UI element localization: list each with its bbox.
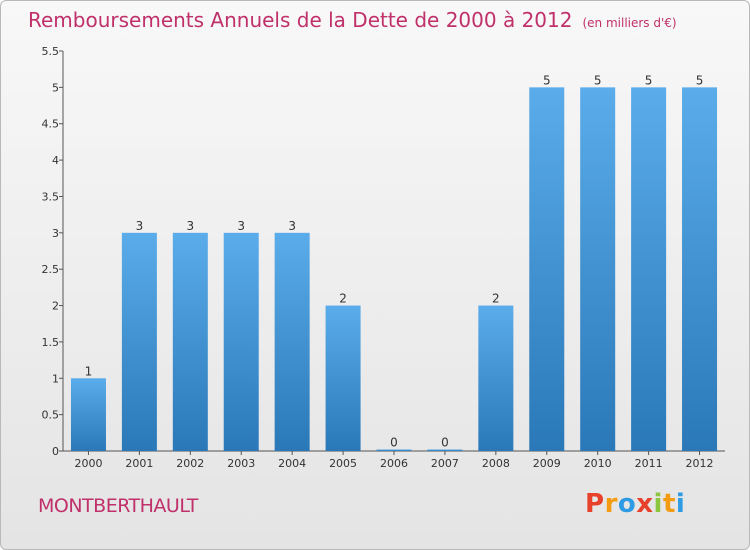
bar-data-label: 0 xyxy=(390,436,398,450)
x-tick-label: 2003 xyxy=(227,457,255,470)
commune-name: MONTBERTHAULT xyxy=(38,495,198,517)
bar-data-label: 3 xyxy=(288,219,296,233)
bar-data-label: 2 xyxy=(492,292,500,306)
bar xyxy=(121,232,157,451)
y-tick-label: 5 xyxy=(52,81,59,94)
bar xyxy=(478,305,514,451)
chart-title-text: Remboursements Annuels de la Dette de 20… xyxy=(28,8,573,32)
proxiti-logo[interactable]: Proxiti xyxy=(585,489,685,519)
bar xyxy=(70,378,106,451)
y-tick-label: 0 xyxy=(52,445,59,458)
y-tick-label: 3 xyxy=(52,227,59,240)
logo-letter: t xyxy=(662,489,676,519)
bar xyxy=(682,87,718,451)
bar xyxy=(325,305,361,451)
bar xyxy=(172,232,208,451)
chart-data-labels: 1 3 3 3 3 2 0 0 2 5 5 5 5 xyxy=(85,73,704,449)
x-tick-label: 2012 xyxy=(686,457,714,470)
x-tick-label: 2008 xyxy=(482,457,510,470)
bar-data-label: 3 xyxy=(136,219,144,233)
bar-data-label: 0 xyxy=(441,436,449,450)
bar-data-label: 2 xyxy=(339,292,347,306)
bar-data-label: 5 xyxy=(645,73,653,87)
bar-data-label: 3 xyxy=(186,219,194,233)
y-tick-label: 5.5 xyxy=(42,45,60,58)
y-tick-label: 2 xyxy=(52,300,59,313)
y-tick-label: 4 xyxy=(52,154,59,167)
bar-data-label: 3 xyxy=(237,219,245,233)
x-tick-label: 2004 xyxy=(278,457,306,470)
logo-letter: r xyxy=(604,489,618,519)
bar-data-label: 1 xyxy=(85,364,93,378)
chart-bars xyxy=(70,87,718,451)
y-tick-label: 1.5 xyxy=(42,336,60,349)
chart-subtitle: (en milliers d'€) xyxy=(582,16,677,30)
x-tick-label: 2005 xyxy=(329,457,357,470)
x-tick-label: 2009 xyxy=(533,457,561,470)
x-tick-label: 2002 xyxy=(176,457,204,470)
y-tick-label: 4.5 xyxy=(42,118,60,131)
x-tick-label: 2007 xyxy=(431,457,459,470)
logo-letter: x xyxy=(636,489,654,519)
x-tick-label: 2006 xyxy=(380,457,408,470)
y-tick-label: 0.5 xyxy=(42,409,60,422)
y-tick-label: 1 xyxy=(52,372,59,385)
bar xyxy=(631,87,667,451)
bar xyxy=(376,449,412,451)
logo-letter: o xyxy=(617,489,637,519)
x-tick-label: 2010 xyxy=(584,457,612,470)
bar xyxy=(274,232,310,451)
x-tick-label: 2000 xyxy=(74,457,102,470)
bar xyxy=(580,87,616,451)
bar xyxy=(427,449,463,451)
y-tick-label: 3.5 xyxy=(42,190,60,203)
x-tick-label: 2011 xyxy=(635,457,663,470)
bar xyxy=(223,232,259,451)
logo-letter: i xyxy=(675,489,686,519)
logo-letter: P xyxy=(585,489,605,519)
bar xyxy=(529,87,565,451)
y-tick-label: 2.5 xyxy=(42,263,60,276)
x-tick-label: 2001 xyxy=(125,457,153,470)
logo-letter: i xyxy=(653,489,663,519)
bar-data-label: 5 xyxy=(696,73,704,87)
bar-data-label: 5 xyxy=(594,73,602,87)
bar-data-label: 5 xyxy=(543,73,551,87)
chart-title: Remboursements Annuels de la Dette de 20… xyxy=(28,8,677,32)
